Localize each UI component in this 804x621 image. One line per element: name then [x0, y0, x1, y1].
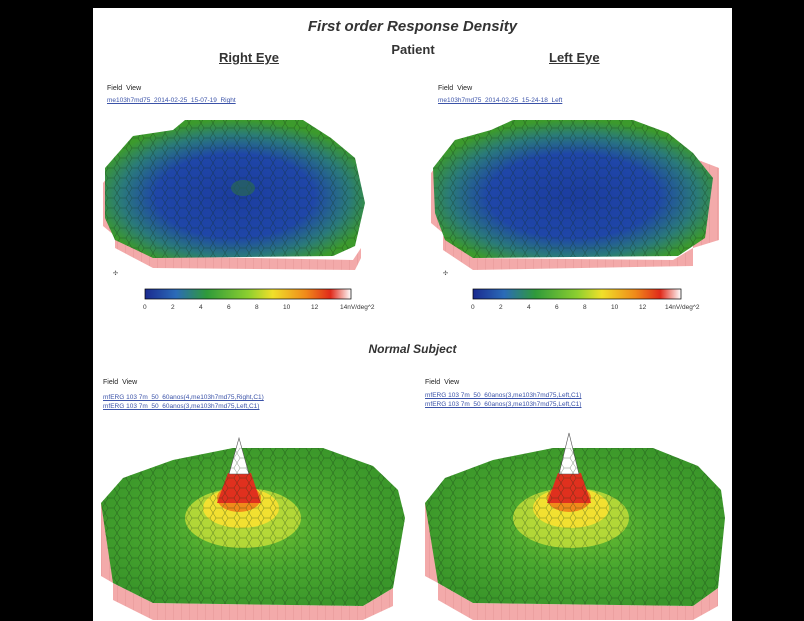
field-view-header: Field View: [425, 379, 459, 386]
orientation-compass-icon: ✣: [443, 271, 449, 277]
field-label[interactable]: Field: [107, 85, 123, 92]
scale-tick-label: 4: [199, 304, 203, 311]
normal-right-file-link-1[interactable]: mfERG 103 7m_50_60anos(4,me103h7md75,Rig…: [103, 394, 264, 401]
scale-tick-label: 10: [283, 304, 291, 311]
normal-left-topography-plot: [425, 432, 725, 620]
page-title: First order Response Density: [307, 18, 518, 35]
field-view-header: Field View: [438, 85, 472, 92]
normal-subject-label: Normal Subject: [368, 342, 457, 356]
view-label[interactable]: View: [122, 379, 138, 386]
normal-right-topography-plot: [101, 436, 405, 620]
right-eye-file-link[interactable]: me103h7md75_2014-02-25_15-07-19_Right: [107, 97, 236, 104]
scale-tick-label: 0: [471, 304, 475, 311]
scale-tick-label: 8: [583, 304, 587, 311]
left-eye-file-link[interactable]: me103h7md75_2014-02-25_15-24-18_Left: [438, 97, 563, 104]
left-eye-title: Left Eye: [549, 50, 600, 65]
scale-tick-label: 4: [527, 304, 531, 311]
field-view-header: Field View: [103, 379, 137, 386]
right-color-scale-bar: [144, 288, 352, 300]
orientation-compass-icon: ✣: [113, 271, 119, 277]
patient-section-label: Patient: [391, 42, 435, 57]
scale-tick-label: 6: [227, 304, 231, 311]
scale-tick-label: 10: [611, 304, 619, 311]
left-eye-topography-plot: [431, 120, 719, 270]
right-eye-title: Right Eye: [219, 50, 279, 65]
normal-left-file-link-1[interactable]: mfERG 103 7m_50_60anos(3,me103h7md75,Lef…: [425, 392, 582, 399]
field-label[interactable]: Field: [438, 85, 454, 92]
scale-tick-label: 8: [255, 304, 259, 311]
report-page: First order Response Density Patient Rig…: [93, 8, 732, 621]
field-label[interactable]: Field: [103, 379, 119, 386]
scale-tick-label: 6: [555, 304, 559, 311]
normal-right-file-link-2[interactable]: mfERG 103 7m_50_60anos(3,me103h7md75,Lef…: [103, 403, 260, 410]
view-label[interactable]: View: [126, 85, 142, 92]
field-label[interactable]: Field: [425, 379, 441, 386]
scale-unit-label: 14nV/deg^2: [340, 304, 375, 311]
normal-left-file-link-2[interactable]: mfERG 103 7m_50_60anos(3,me103h7md75,Lef…: [425, 401, 582, 408]
view-label[interactable]: View: [457, 85, 473, 92]
scale-unit-label: 14nV/deg^2: [665, 304, 700, 311]
scale-tick-label: 12: [639, 304, 647, 311]
view-label[interactable]: View: [444, 379, 460, 386]
scale-tick-label: 2: [499, 304, 503, 311]
scale-tick-label: 2: [171, 304, 175, 311]
scale-tick-label: 12: [311, 304, 319, 311]
scale-tick-label: 0: [143, 304, 147, 311]
field-view-header: Field View: [107, 85, 141, 92]
left-color-scale-bar: [472, 288, 682, 300]
right-eye-topography-plot: [103, 120, 365, 270]
topography-plots: [101, 120, 725, 620]
